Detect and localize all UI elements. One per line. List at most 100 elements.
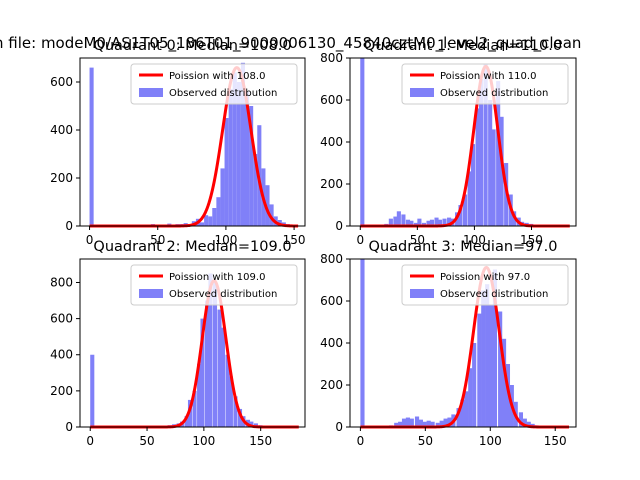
legend-entry-observed: Observed distribution [169,289,277,300]
histogram-bar [228,89,233,226]
quadrant-2-panel: 0 50 100 150 0 200 400 600 800 Quadrant 2: Median… [50,239,306,448]
histogram-bar [421,222,427,226]
legend-box [401,264,569,306]
histogram-bar [212,208,217,226]
histogram-bar [418,419,423,427]
histogram-bar [232,72,237,227]
histogram-bar [200,318,205,427]
histogram-bar [492,269,498,427]
histogram-bar [491,129,496,226]
histogram-bar [217,309,222,427]
histogram-bar [434,217,439,226]
histogram-bar [477,313,482,427]
histogram-bar [233,396,238,427]
x-tick-label: 50 [418,434,433,448]
y-tick-label: 200 [320,378,343,392]
histogram-bar [518,412,524,427]
legend: Poission with 109.0 Observed distribution [130,264,298,306]
histogram-bar [475,108,480,226]
histogram-bar [405,417,411,427]
x-tick-label: 0 [356,233,364,247]
x-tick-label: 50 [139,434,154,448]
y-tick-label: 600 [50,312,73,326]
legend-bar-swatch [139,88,163,97]
histogram-bar [496,81,501,226]
histogram-bar [430,421,435,427]
histogram-bar [414,416,420,427]
quadrant-1-panel: 0 50 100 150 0 200 400 600 800 Quadrant 1: Median… [320,38,577,247]
histogram-bar [458,205,463,226]
y-tick-label: 800 [320,51,343,65]
legend-entry-observed: Observed distribution [440,289,548,300]
y-tick-label: 600 [320,93,343,107]
histogram-bar [192,390,197,427]
legend: Poission with 110.0 Observed distribution [401,63,569,105]
histogram-bar [208,216,213,226]
axes-frame [79,57,306,227]
histogram-bar [225,354,230,427]
legend-bar-swatch [410,88,434,97]
y-tick-label: 0 [65,219,73,233]
x-tick-label: 100 [214,233,237,247]
x-tick-label: 0 [86,233,94,247]
histogram-bar [212,282,218,427]
histogram-bar [483,64,488,226]
histogram-bar [360,259,365,427]
x-tick-label: 50 [410,233,425,247]
histogram-bar [439,420,444,427]
histogram-bar [468,368,473,427]
figure-suptitle: n file: modeM0/AS1T05_186T01_9000006130_… [0,34,581,53]
histogram-bar [443,418,448,427]
quadrant-0-panel: 0 50 100 150 0 200 400 600 Quadrant 0: Median=10… [50,38,305,247]
histogram-bar [501,338,507,427]
y-tick-label: 0 [65,420,73,434]
histogram-bar [205,300,210,427]
histogram-bar [409,220,414,226]
histogram-bar [197,363,202,427]
legend-box [130,264,298,306]
histogram-bar [396,211,401,226]
axes-frame [79,258,306,428]
histogram-bar [409,418,414,427]
legend: Poission with 97.0 Observed distribution [401,264,569,306]
legend-bar-swatch [410,289,434,298]
y-tick-label: 200 [320,177,343,191]
x-tick-label: 100 [192,434,215,448]
histogram-bar [240,62,245,226]
histogram-bar [237,408,243,427]
legend-box [401,63,569,105]
histogram-bar [442,218,447,226]
quadrant-1-title: Quadrant 1: Median=110.0 [364,38,562,54]
histogram-bar [498,311,503,427]
y-tick-label: 400 [320,336,343,350]
histogram-bar [398,421,403,427]
legend-entry-fit: Poission with 97.0 [440,272,530,283]
y-tick-label: 0 [335,219,343,233]
histogram-bar [187,399,193,427]
histogram-bar [456,408,461,427]
histogram-bar [467,171,472,226]
histogram-bar [360,58,365,226]
legend-entry-fit: Poission with 108.0 [169,71,265,82]
x-tick-label: 150 [249,434,272,448]
histogram-bar [417,218,422,226]
legend-entry-observed: Observed distribution [169,88,277,99]
histogram-bar [89,67,94,226]
legend-entry-fit: Poission with 109.0 [169,272,265,283]
histogram-bar [522,418,527,427]
histogram-bar [228,376,233,427]
histogram-bar [437,219,442,226]
quadrant-0-title: Quadrant 0: Median=108.0 [93,38,291,54]
histogram-bar [447,417,452,427]
histogram-bar [405,219,411,226]
histogram-bar [388,218,393,226]
histogram-bar [265,185,270,226]
histogram-bar [499,116,504,226]
histogram-bar [224,118,229,226]
histogram-bar [429,219,435,226]
histogram-bar [401,214,406,226]
histogram-bar [426,220,431,226]
y-tick-label: 800 [320,252,343,266]
histogram-bar [393,216,398,226]
